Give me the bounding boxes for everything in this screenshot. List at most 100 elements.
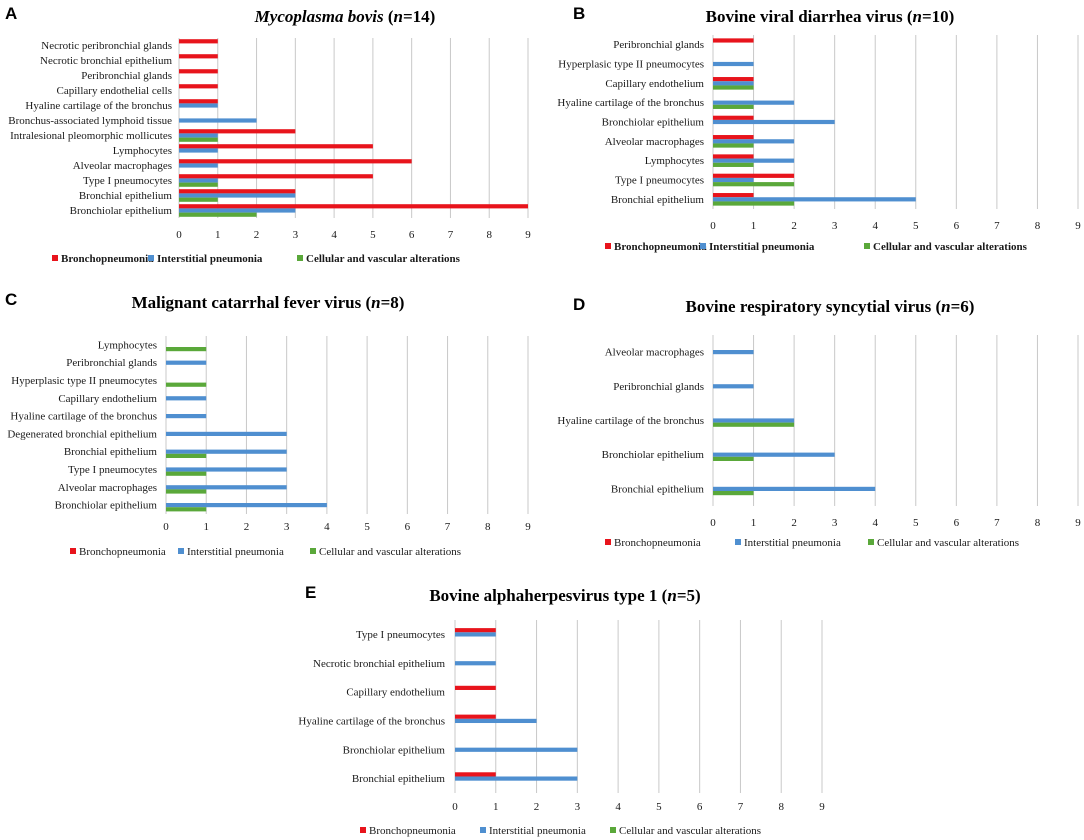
x-tick-label: 2 (791, 220, 797, 232)
x-tick-label: 1 (751, 220, 757, 232)
legend-label-cellular: Cellular and vascular alterations (319, 546, 461, 558)
x-tick-label: 8 (1035, 220, 1041, 232)
x-tick-label: 5 (364, 521, 370, 533)
category-label: Capillary endothelium (346, 687, 445, 699)
x-tick-label: 7 (994, 220, 1000, 232)
legend-label-bronchopneumonia: Bronchopneumonia (79, 546, 166, 558)
x-tick-label: 7 (994, 517, 1000, 529)
bar-cellular-hyaline-cartilage-of-the-bronchus (713, 422, 795, 427)
bar-interstitial-hyaline-cartilage-of-the-bronchus (713, 100, 795, 105)
title-part: n (394, 7, 403, 26)
x-tick-label: 4 (331, 229, 337, 241)
x-tick-label: 8 (486, 229, 492, 241)
bar-cellular-alveolar-macrophages (166, 489, 207, 494)
bar-bronchopneumonia-lymphocytes (713, 154, 754, 159)
category-label: Peribronchial glands (81, 70, 172, 82)
bar-interstitial-intralesional-pleomorphic-mollicutes (179, 133, 218, 138)
bar-interstitial-alveolar-macrophages (713, 350, 754, 355)
x-tick-label: 0 (176, 229, 182, 241)
bar-interstitial-hyperplasic-type-ii-pneumocytes (713, 61, 754, 67)
category-label: Bronchial epithelium (352, 773, 446, 785)
bar-cellular-hyperplasic-type-ii-pneumocytes (166, 382, 207, 387)
x-tick-label: 8 (1035, 517, 1041, 529)
bar-cellular-bronchial-epithelium (179, 197, 218, 202)
category-label: Type I pneumocytes (615, 175, 704, 187)
category-label: Type I pneumocytes (68, 464, 157, 476)
legend-label-bronchopneumonia: Bronchopneumonia (614, 241, 707, 253)
bar-bronchopneumonia-necrotic-peribronchial-glands (179, 39, 218, 44)
x-tick-label: 0 (710, 220, 716, 232)
bar-bronchopneumonia-hyaline-cartilage-of-the-bronchus (179, 99, 218, 104)
panel-label: D (573, 295, 585, 314)
title-part: =6 (951, 297, 969, 316)
bar-cellular-bronchiolar-epithelium (713, 456, 754, 461)
bar-interstitial-bronchial-epithelium (179, 193, 296, 198)
bar-interstitial-type-i-pneumocytes (166, 467, 287, 472)
category-label: Bronchial epithelium (64, 446, 158, 458)
title-part: =14 (403, 7, 430, 26)
x-tick-label: 7 (445, 521, 451, 533)
title-part: ) (695, 586, 701, 605)
bar-bronchopneumonia-bronchial-epithelium (455, 772, 496, 777)
bar-interstitial-bronchus-associated-lymphoid-tissue (179, 118, 257, 123)
title-part: ) (969, 297, 975, 316)
x-tick-label: 5 (913, 517, 919, 529)
legend-label-interstitial: Interstitial pneumonia (157, 253, 263, 265)
x-tick-label: 5 (913, 220, 919, 232)
category-label: Hyperplasic type II pneumocytes (11, 375, 157, 387)
category-label: Bronchial epithelium (611, 194, 705, 206)
bar-interstitial-alveolar-macrophages (713, 139, 795, 144)
legend-label-bronchopneumonia: Bronchopneumonia (369, 825, 456, 837)
bar-cellular-bronchial-epithelium (713, 201, 795, 206)
bar-bronchopneumonia-alveolar-macrophages (179, 159, 412, 164)
title-part: Mycoplasma bovis (254, 7, 384, 26)
bar-interstitial-peribronchial-glands (713, 384, 754, 389)
title-part: Malignant catarrhal fever virus (132, 293, 362, 312)
category-label: Bronchiolar epithelium (602, 449, 705, 461)
category-label: Intralesional pleomorphic mollicutes (10, 130, 172, 142)
category-label: Bronchiolar epithelium (343, 744, 446, 756)
legend-label-cellular: Cellular and vascular alterations (873, 241, 1028, 253)
title-part: ( (361, 293, 371, 312)
bar-interstitial-bronchiolar-epithelium (179, 208, 296, 213)
category-label: Lymphocytes (113, 145, 172, 157)
bar-cellular-alveolar-macrophages (713, 143, 754, 148)
category-label: Alveolar macrophages (605, 136, 704, 148)
bar-interstitial-lymphocytes (713, 158, 795, 163)
bar-interstitial-hyaline-cartilage-of-the-bronchus (713, 418, 795, 423)
x-tick-label: 7 (448, 229, 454, 241)
panel-label: E (305, 583, 316, 602)
x-tick-label: 3 (832, 220, 838, 232)
x-tick-label: 9 (525, 521, 531, 533)
x-tick-label: 5 (370, 229, 376, 241)
bar-bronchopneumonia-capillary-endothelium (455, 685, 496, 690)
x-tick-label: 8 (485, 521, 491, 533)
bar-interstitial-bronchial-epithelium (713, 197, 916, 202)
bar-bronchopneumonia-lymphocytes (179, 144, 373, 149)
legend-swatch-interstitial (735, 539, 741, 545)
category-label: Necrotic bronchial epithelium (40, 55, 172, 67)
legend-swatch-interstitial (700, 243, 706, 249)
bar-cellular-type-i-pneumocytes (713, 182, 795, 187)
x-tick-label: 3 (293, 229, 299, 241)
category-label: Alveolar macrophages (58, 482, 157, 494)
bar-interstitial-hyaline-cartilage-of-the-bronchus (166, 414, 207, 419)
bar-interstitial-type-i-pneumocytes (713, 177, 754, 183)
category-label: Necrotic bronchial epithelium (313, 658, 445, 670)
x-tick-label: 7 (738, 801, 744, 813)
title-part: ( (657, 586, 667, 605)
legend-swatch-bronchopneumonia (52, 255, 58, 261)
bar-bronchopneumonia-type-i-pneumocytes (455, 628, 496, 633)
legend-label-interstitial: Interstitial pneumonia (744, 537, 841, 549)
x-tick-label: 6 (409, 229, 415, 241)
bar-cellular-capillary-endothelium (713, 85, 754, 90)
bar-interstitial-hyaline-cartilage-of-the-bronchus (455, 718, 537, 724)
category-label: Type I pneumocytes (83, 175, 172, 187)
bar-bronchopneumonia-type-i-pneumocytes (179, 174, 373, 179)
x-tick-label: 6 (405, 521, 411, 533)
bar-interstitial-alveolar-macrophages (166, 485, 287, 490)
category-label: Necrotic peribronchial glands (41, 40, 172, 52)
bar-bronchopneumonia-capillary-endothelium (713, 77, 754, 82)
bar-bronchopneumonia-capillary-endothelial-cells (179, 84, 218, 89)
